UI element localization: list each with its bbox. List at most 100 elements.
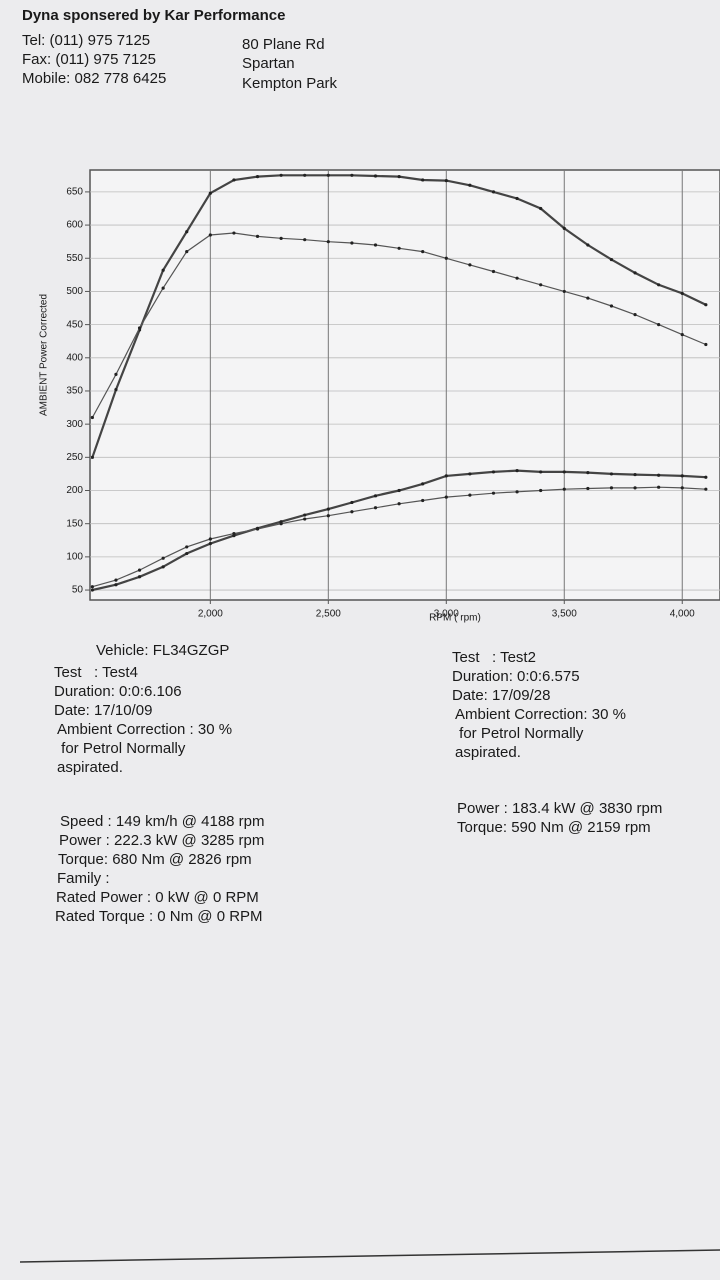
x-tick-label: 4,000 — [670, 609, 695, 620]
test-info: Ambient Correction : 30 % — [57, 721, 232, 738]
data-point — [232, 178, 236, 182]
data-point — [539, 206, 543, 211]
data-point — [90, 585, 94, 589]
data-point — [491, 470, 496, 474]
data-point — [704, 487, 708, 491]
data-point — [397, 488, 401, 493]
data-point — [185, 250, 189, 254]
header-title: Dyna sponsered by Kar Performance — [22, 7, 285, 24]
data-point — [421, 250, 425, 254]
data-point — [704, 475, 708, 479]
rule — [19, 1249, 720, 1263]
test-info: for Petrol Normally — [57, 740, 186, 757]
data-point — [208, 191, 212, 195]
y-tick-label: 100 — [66, 552, 83, 563]
data-point — [255, 527, 260, 531]
data-point — [704, 342, 708, 347]
data-point — [137, 568, 142, 572]
data-point — [586, 296, 590, 300]
data-point — [350, 500, 354, 505]
contact-line: Fax: (011) 975 7125 — [22, 51, 156, 68]
data-point — [515, 196, 519, 201]
data-point — [444, 495, 448, 499]
data-point — [562, 289, 566, 294]
data-point — [350, 241, 354, 245]
test-info: aspirated. — [57, 759, 123, 776]
data-point — [373, 506, 378, 510]
data-point — [562, 470, 566, 474]
y-tick-label: 200 — [66, 485, 83, 496]
data-point — [491, 190, 496, 194]
data-point — [468, 263, 472, 267]
data-point — [185, 545, 189, 549]
plot-area — [89, 169, 720, 601]
y-tick-label: 50 — [72, 585, 84, 596]
data-point — [468, 472, 472, 476]
data-point — [562, 226, 566, 230]
y-tick-label: 650 — [66, 187, 83, 198]
data-point — [515, 276, 519, 280]
data-point — [326, 240, 330, 244]
data-point — [90, 455, 94, 459]
data-point — [326, 507, 330, 511]
contact-line: Mobile: 082 778 6425 — [22, 70, 166, 87]
data-point — [326, 173, 330, 177]
data-point — [397, 175, 401, 179]
y-tick-label: 300 — [66, 419, 83, 430]
data-point — [680, 332, 684, 337]
x-tick-label: 2,000 — [198, 609, 223, 620]
data-point — [539, 470, 543, 474]
data-point — [633, 271, 637, 275]
data-point — [657, 323, 661, 327]
y-tick-label: 500 — [66, 286, 83, 297]
data-point — [704, 303, 708, 307]
data-point — [114, 372, 118, 376]
data-point — [539, 283, 543, 287]
data-point — [491, 491, 496, 495]
test-result: Power : 183.4 kW @ 3830 rpm — [457, 800, 662, 817]
data-point — [421, 178, 425, 182]
data-point — [279, 173, 283, 177]
y-tick-label: 600 — [66, 220, 83, 231]
data-point — [137, 575, 142, 579]
address-line: Spartan — [242, 55, 295, 72]
data-point — [232, 532, 236, 536]
data-point — [373, 243, 378, 247]
data-point — [255, 175, 260, 179]
data-point — [657, 283, 661, 287]
y-axis-label: AMBIENT Power Corrected — [39, 294, 50, 416]
data-point — [444, 474, 448, 478]
test-result: Power : 222.3 kW @ 3285 rpm — [59, 832, 264, 849]
data-point — [680, 486, 684, 490]
test-result: Rated Torque : 0 Nm @ 0 RPM — [55, 908, 263, 925]
data-point — [515, 469, 519, 473]
test-result: Rated Power : 0 kW @ 0 RPM — [56, 889, 259, 906]
data-point — [586, 486, 590, 491]
y-tick-label: 400 — [66, 352, 83, 363]
data-point — [633, 486, 637, 490]
data-point — [208, 233, 212, 237]
test-info: Test : Test2 — [452, 649, 536, 666]
data-point — [114, 583, 118, 587]
data-point — [114, 388, 118, 392]
test-result: Family : — [57, 870, 110, 887]
x-tick-label: 3,000 — [434, 609, 459, 620]
test-info: Ambient Correction: 30 % — [455, 706, 626, 723]
data-point — [562, 487, 566, 491]
data-point — [421, 498, 425, 503]
address-line: Kempton Park — [242, 75, 338, 92]
data-point — [609, 304, 614, 308]
data-point — [161, 556, 165, 560]
data-point — [185, 230, 189, 234]
data-point — [421, 482, 425, 486]
data-point — [114, 578, 118, 582]
data-point — [609, 486, 614, 490]
data-point — [350, 510, 354, 514]
data-point — [373, 494, 378, 498]
test-info: Date: 17/09/28 — [452, 687, 550, 704]
test-info: Test : Test4 — [54, 664, 138, 681]
data-point — [444, 256, 448, 260]
y-tick-label: 150 — [66, 518, 83, 529]
